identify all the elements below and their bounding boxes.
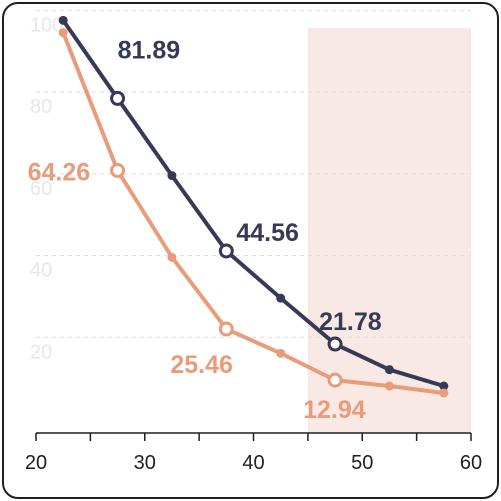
data-point-hollow <box>218 243 234 259</box>
data-point-hollow <box>218 321 234 337</box>
data-point <box>167 171 177 181</box>
data-point <box>384 381 394 391</box>
series-line <box>61 19 445 388</box>
data-label: 12.94 <box>303 396 366 424</box>
x-tick-label: 20 <box>25 452 47 474</box>
data-point <box>439 381 449 391</box>
data-label: 44.56 <box>236 219 299 247</box>
data-point-hollow <box>327 336 343 352</box>
y-tick-label: 100 <box>30 14 63 36</box>
line-chart: 20 40 60 80 100 20 30 40 50 60 81.89 44.56 21.78 64.2… <box>25 9 482 474</box>
data-point-hollow <box>110 162 126 178</box>
x-tick-label: 60 <box>460 452 482 474</box>
y-tick-label: 20 <box>30 341 52 363</box>
data-point <box>384 365 394 375</box>
y-tick-label: 60 <box>30 178 52 200</box>
data-point <box>276 293 286 303</box>
x-tick-label: 30 <box>134 452 156 474</box>
data-point <box>58 28 68 38</box>
data-point <box>439 388 449 398</box>
x-tick-label: 50 <box>351 452 373 474</box>
series-line <box>61 31 445 395</box>
data-point-hollow <box>110 90 126 106</box>
data-point <box>167 252 177 262</box>
y-tick-label: 40 <box>30 260 52 282</box>
data-label: 81.89 <box>118 36 181 64</box>
data-label: 64.26 <box>28 158 91 186</box>
x-tick-label: 40 <box>242 452 264 474</box>
data-point <box>58 15 68 25</box>
data-point-hollow <box>327 372 343 388</box>
data-label: 21.78 <box>319 308 382 336</box>
y-tick-label: 80 <box>30 96 52 118</box>
data-point <box>276 348 286 358</box>
data-label: 25.46 <box>170 351 233 379</box>
